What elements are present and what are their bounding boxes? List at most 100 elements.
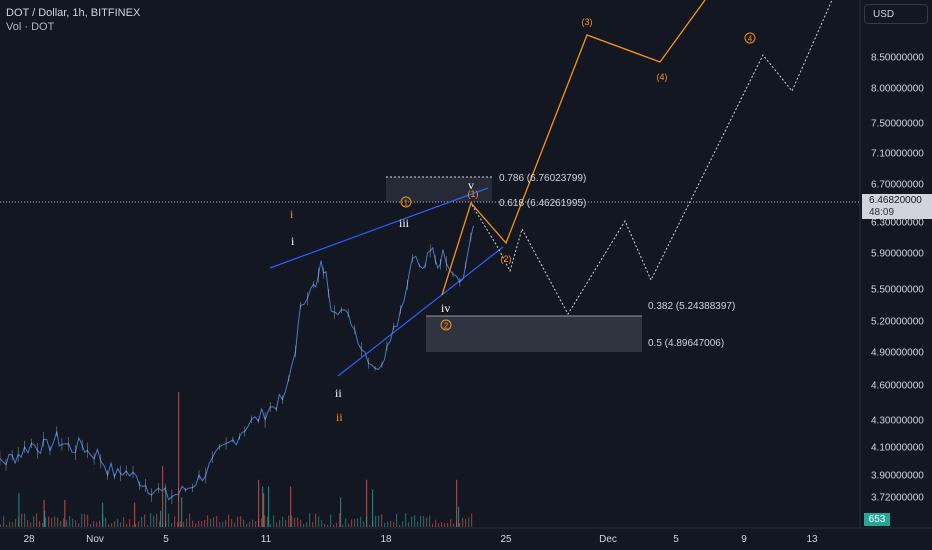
volume-bar xyxy=(165,520,167,527)
volume-bar xyxy=(462,517,464,527)
volume-bar xyxy=(438,523,440,527)
volume-bar xyxy=(447,522,449,527)
wave-label-orange-4-circle: 4 xyxy=(744,32,756,44)
volume-bar xyxy=(60,520,62,527)
fib-label-0618: 0.618 (6.46261995) xyxy=(499,198,586,209)
volume-bar xyxy=(351,519,353,527)
volume-bar xyxy=(18,517,20,527)
volume-bar xyxy=(51,517,53,527)
volume-bar xyxy=(243,519,245,527)
volume-bar xyxy=(24,513,26,527)
volume-bar xyxy=(84,513,86,527)
volume-bar xyxy=(456,522,458,527)
volume-bar xyxy=(144,514,146,527)
wave-label-orange-4: 4 xyxy=(748,35,753,44)
volume-bar xyxy=(93,520,95,527)
volume-bar xyxy=(75,520,77,527)
time-axis-tick: 28 xyxy=(23,534,35,545)
volume-bar xyxy=(210,518,212,527)
volume-bar xyxy=(453,523,455,527)
volume-bar xyxy=(108,524,110,527)
price-axis-tick: 4.10000000 xyxy=(871,443,924,454)
volume-bar xyxy=(318,516,320,527)
volume-bar xyxy=(162,524,164,527)
wave-label-orange-2-circle: 2 xyxy=(440,319,452,331)
volume-bar xyxy=(6,524,8,527)
volume-bar xyxy=(372,521,374,527)
volume-bar xyxy=(390,520,392,527)
volume-bar xyxy=(96,522,98,527)
volume-bar xyxy=(162,466,164,527)
volume-bar xyxy=(405,513,407,527)
volume-bar xyxy=(315,513,317,527)
volume-bar xyxy=(432,523,434,527)
volume-bar xyxy=(153,515,155,527)
time-axis-tick: 5 xyxy=(673,534,679,545)
wave-label-orange-paren-4: (4) xyxy=(657,72,668,82)
volume-bar xyxy=(114,521,116,527)
volume-bar xyxy=(330,514,332,527)
volume-bar xyxy=(72,518,74,527)
white-projection-path xyxy=(471,0,833,316)
volume-bar xyxy=(54,516,56,527)
time-axis-tick: 5 xyxy=(163,534,169,545)
volume-bar xyxy=(219,521,221,527)
volume-bar xyxy=(141,516,143,527)
time-axis-tick: Dec xyxy=(599,534,617,545)
volume-bar xyxy=(261,518,263,527)
volume-bar xyxy=(198,521,200,527)
wave-label-white-i: i xyxy=(291,234,295,248)
fib-label-0382: 0.382 (5.24388397) xyxy=(648,301,735,312)
volume-bar xyxy=(18,493,20,527)
volume-bar xyxy=(426,517,428,527)
volume-bar xyxy=(333,524,335,527)
volume-bar xyxy=(0,524,2,527)
price-line xyxy=(0,225,474,501)
time-axis-tick: 11 xyxy=(261,534,272,545)
volume-bar xyxy=(471,513,473,527)
price-axis-tick: 4.30000000 xyxy=(871,416,924,427)
volume-bar xyxy=(30,522,32,527)
volume-bar xyxy=(213,516,215,527)
volume-bar xyxy=(372,489,374,527)
volume-bar xyxy=(180,521,182,527)
volume-bar xyxy=(99,520,101,527)
currency-button[interactable]: USD xyxy=(864,4,928,24)
volume-bar xyxy=(384,522,386,527)
volume-bar xyxy=(327,524,329,527)
volume-bar xyxy=(363,521,365,527)
volume-bar xyxy=(189,513,191,527)
volume-bar xyxy=(387,521,389,527)
price-axis[interactable]: 8.50000000 8.00000000 7.50000000 7.10000000… xyxy=(871,53,924,504)
volume-bar xyxy=(160,510,162,527)
volume-bar xyxy=(132,524,134,527)
volume-bar xyxy=(246,524,248,527)
volume-bar xyxy=(111,523,113,527)
volume-bar xyxy=(366,479,368,527)
volume-bar xyxy=(12,522,14,527)
volume-bar xyxy=(270,523,272,527)
volume-bar xyxy=(78,523,80,527)
volume-bar xyxy=(354,519,356,527)
volume-bar xyxy=(291,515,293,527)
price-axis-tick: 6.30000000 xyxy=(871,218,924,229)
orange-projection-path xyxy=(441,0,706,296)
volume-bar xyxy=(222,521,224,527)
volume-bar xyxy=(423,516,425,527)
volume-bar xyxy=(429,515,431,527)
volume-bar xyxy=(339,513,341,527)
current-price-tag: 6.46820000 48:09 xyxy=(862,194,932,219)
volume-bar xyxy=(36,513,38,527)
volume-bar xyxy=(456,479,458,527)
volume-bar xyxy=(435,519,437,527)
volume-bar xyxy=(399,524,401,527)
wave-label-white-v: v xyxy=(468,178,474,192)
volume-bar xyxy=(263,493,265,527)
wave-label-orange-paren-2: (2) xyxy=(501,254,512,264)
price-axis-tick: 4.60000000 xyxy=(871,381,924,392)
time-axis[interactable]: 28 Nov 5 11 18 25 Dec 5 9 13 xyxy=(23,534,818,545)
wave-label-orange-paren-1: (1) xyxy=(468,189,479,199)
volume-bar xyxy=(129,519,131,527)
volume-bar xyxy=(393,522,395,527)
